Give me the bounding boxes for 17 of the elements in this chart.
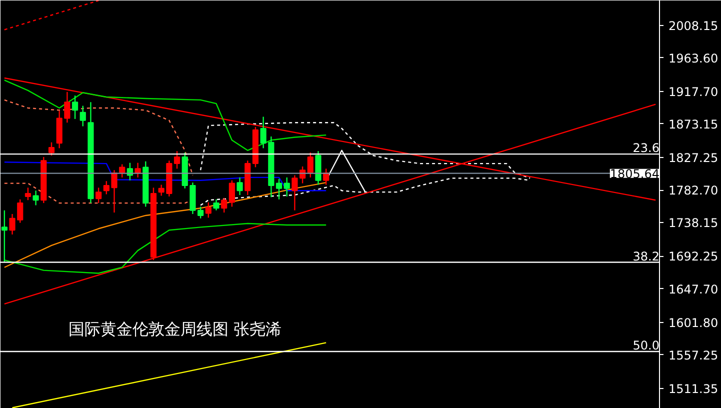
text: 国际黄金伦敦金周线图 张尧浠 (68, 320, 282, 338)
y-tick-label: 1557.25 (668, 348, 718, 362)
y-tick-label: 1601.80 (668, 316, 718, 330)
ref-line-label: 1805.64 (610, 166, 660, 181)
y-tick-label: 1873.15 (668, 117, 718, 132)
annotation: 23.6 (632, 141, 660, 156)
annotation: 38.2 (632, 249, 660, 264)
annotation: 50.0 (632, 338, 660, 352)
y-tick-label: 1963.60 (668, 51, 718, 66)
y-tick-label: 1782.70 (668, 184, 718, 198)
y-tick-label: 1692.25 (668, 250, 718, 264)
y-tick-label: 2008.15 (668, 18, 718, 33)
y-tick-label: 1511.35 (668, 382, 718, 396)
y-tick-label: 1917.70 (668, 84, 718, 99)
y-tick-label: 1647.70 (668, 282, 718, 296)
y-tick-label: 1827.25 (668, 151, 718, 166)
y-tick-label: 1738.15 (668, 216, 718, 230)
